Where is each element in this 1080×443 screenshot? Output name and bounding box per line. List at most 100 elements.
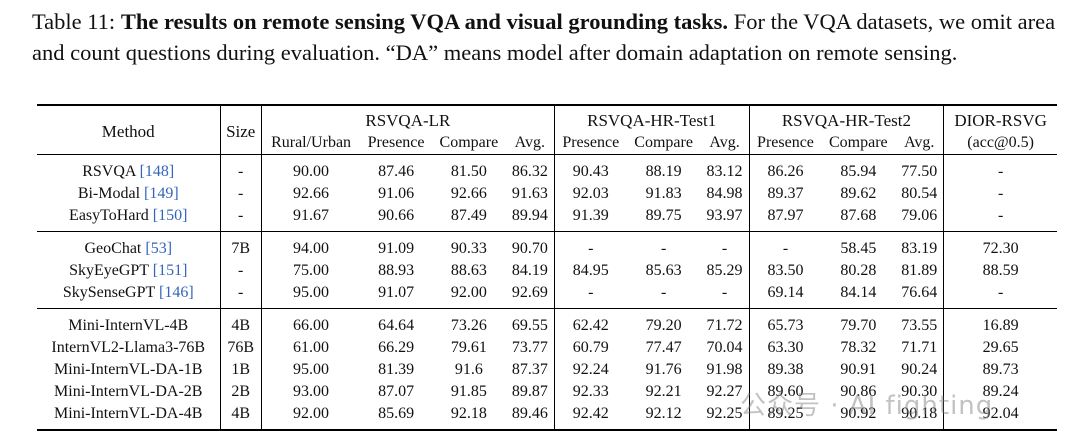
lr-value-cell: 61.00: [293, 339, 330, 356]
hr2-value-cell: 87.68: [840, 207, 877, 224]
table-row: InternVL2-Llama3-76B 76B 61.00 66.29 79.61 73…: [37, 337, 1057, 359]
group-rsvqa-hr-test1: RSVQA-HR-Test1: [554, 105, 750, 132]
method-name: EasyToHard: [69, 207, 153, 224]
hr1-value-cell: 83.12: [700, 154, 750, 183]
hr1-value-cell: 92.21: [645, 383, 682, 400]
hr1-value-cell: 92.24: [572, 361, 609, 378]
hr1-value-cell: -: [660, 240, 667, 257]
hr2-value-cell: 90.24: [895, 359, 945, 381]
dior-value-cell: 89.24: [982, 383, 1019, 400]
lr-value-cell: 91.09: [378, 240, 415, 257]
method-cell: EasyToHard [150]: [37, 205, 221, 232]
method-cell: GeoChat [53]: [37, 231, 221, 260]
method-name: Mini-InternVL-DA-2B: [54, 383, 203, 400]
hr1-value-cell: 89.75: [645, 207, 682, 224]
hr1-value-cell: 85.63: [645, 262, 682, 279]
hr1-value-cell: 84.98: [700, 183, 750, 205]
method-name: Bi-Modal: [77, 185, 145, 202]
hr2-value-cell: 84.14: [840, 284, 877, 301]
table-row: Mini-InternVL-DA-2B 2B 93.00 87.07 91.85 89.8…: [37, 381, 1057, 403]
dior-value-cell: 29.65: [982, 339, 1019, 356]
size-cell: -: [220, 282, 262, 309]
lr-value-cell: 66.00: [293, 317, 330, 334]
citation-link[interactable]: [151]: [152, 262, 188, 279]
caption-prefix: Table 11:: [32, 9, 121, 34]
citation-link[interactable]: [148]: [139, 163, 175, 180]
col-lr-compare: Compare: [439, 134, 499, 151]
method-cell: Mini-InternVL-DA-4B: [37, 403, 221, 430]
table-row: GeoChat [53] 7B 94.00 91.09 90.33 90.70- - - -58…: [37, 231, 1057, 260]
lr-value-cell: 92.00: [293, 405, 330, 422]
lr-value-cell: 89.87: [505, 381, 555, 403]
citation-link[interactable]: [149]: [144, 185, 179, 202]
lr-value-cell: 91.06: [378, 185, 415, 202]
lr-value-cell: 89.94: [505, 205, 555, 232]
method-cell: Bi-Modal [149]: [37, 183, 221, 205]
hr1-value-cell: -: [588, 240, 594, 257]
hr2-value-cell: 80.28: [840, 262, 877, 279]
hr1-value-cell: 91.83: [645, 185, 682, 202]
lr-value-cell: 92.18: [450, 405, 487, 422]
hr1-value-cell: 70.04: [700, 337, 750, 359]
hr2-value-cell: 76.64: [895, 282, 945, 309]
hr1-value-cell: 92.12: [645, 405, 682, 422]
table-row: Bi-Modal [149] -92.66 91.06 92.66 91.63 92.03…: [37, 183, 1057, 205]
hr1-value-cell: 91.39: [572, 207, 609, 224]
hr2-value-cell: 89.37: [767, 185, 804, 202]
dior-value-cell: -: [997, 163, 1004, 180]
method-name: SkySenseGPT: [62, 284, 159, 301]
hr2-value-cell: 81.89: [895, 260, 945, 282]
lr-value-cell: 95.00: [293, 284, 330, 301]
col-lr-rural-urban: Rural/Urban: [271, 134, 352, 151]
lr-value-cell: 87.37: [505, 359, 555, 381]
lr-value-cell: 90.00: [293, 163, 330, 180]
hr2-value-cell: 90.91: [840, 361, 877, 378]
lr-value-cell: 90.70: [505, 231, 555, 260]
hr1-value-cell: -: [700, 231, 750, 260]
citation-link[interactable]: [146]: [159, 284, 194, 301]
lr-value-cell: 69.55: [505, 308, 555, 337]
table-row: Mini-InternVL-DA-4B 4B 92.00 85.69 92.18 89.4…: [37, 403, 1057, 430]
header-row-groups: Method Size RSVQA-LR RSVQA-HR-Test1 RSVQ…: [37, 105, 1057, 155]
hr1-value-cell: 88.19: [645, 163, 682, 180]
table-row: SkySenseGPT [146] -95.00 91.07 92.00 92.69- -…: [37, 282, 1057, 309]
hr1-value-cell: 92.33: [572, 383, 609, 400]
lr-value-cell: 89.46: [505, 403, 555, 430]
table-row: RSVQA [148] -90.00 87.46 81.50 86.32 90.43 88.…: [37, 154, 1057, 183]
col-hr2-avg: Avg.: [895, 132, 945, 155]
size-cell: 1B: [220, 359, 262, 381]
hr1-value-cell: -: [588, 284, 594, 301]
hr1-value-cell: -: [700, 282, 750, 309]
citation-link[interactable]: [150]: [152, 207, 188, 224]
table-row: Mini-InternVL-4B 4B 66.00 64.64 73.26 69.55 62…: [37, 308, 1057, 337]
lr-value-cell: 75.00: [293, 262, 330, 279]
group-dior-rsvg: DIOR-RSVG: [954, 111, 1047, 130]
hr2-value-cell: 87.97: [767, 207, 804, 224]
hr1-value-cell: 92.27: [700, 381, 750, 403]
hr1-value-cell: 91.98: [700, 359, 750, 381]
hr1-value-cell: 93.97: [700, 205, 750, 232]
col-size: Size: [220, 105, 262, 155]
hr1-value-cell: 79.20: [645, 317, 682, 334]
hr2-value-cell: 78.32: [840, 339, 877, 356]
col-method: Method: [37, 105, 221, 155]
hr2-value-cell: -: [782, 240, 789, 257]
hr1-value-cell: 92.25: [700, 403, 750, 430]
dior-value-cell: -: [997, 185, 1004, 202]
hr1-value-cell: -: [660, 284, 667, 301]
hr1-value-cell: 90.43: [572, 163, 609, 180]
col-hr2-compare: Compare: [828, 134, 888, 151]
hr1-value-cell: 92.03: [572, 185, 609, 202]
hr1-value-cell: 92.42: [572, 405, 609, 422]
hr2-value-cell: 65.73: [767, 317, 804, 334]
col-hr1-avg: Avg.: [700, 132, 750, 155]
hr1-value-cell: 71.72: [700, 308, 750, 337]
hr2-value-cell: 69.14: [767, 284, 804, 301]
method-name: GeoChat: [84, 240, 146, 257]
hr1-value-cell: 60.79: [572, 339, 609, 356]
header-row-columns: Rural/Urban Presence Compare Avg. Presen…: [37, 132, 1057, 155]
citation-link[interactable]: [53]: [145, 240, 173, 257]
table-body: RSVQA [148] -90.00 87.46 81.50 86.32 90.43 88.…: [37, 154, 1057, 430]
size-cell: -: [220, 260, 262, 282]
lr-value-cell: 92.66: [293, 185, 330, 202]
